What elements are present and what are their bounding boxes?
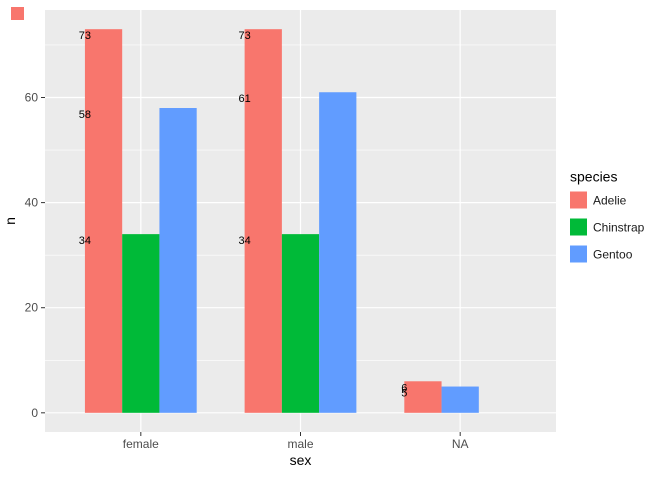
legend-label: Gentoo xyxy=(593,248,633,262)
bar-value-label: 73 xyxy=(79,30,91,42)
y-tick-label: 40 xyxy=(25,196,39,210)
x-tick-label: female xyxy=(123,437,159,451)
bar-female-Chinstrap xyxy=(122,234,160,413)
legend-title: species xyxy=(570,169,617,185)
bar-value-label: 73 xyxy=(238,30,250,42)
bar-NA-Gentoo xyxy=(441,386,479,413)
bar-female-Adelie xyxy=(84,29,123,413)
y-tick-label: 20 xyxy=(25,301,39,315)
bar-value-label: 58 xyxy=(79,109,91,121)
y-tick-label: 60 xyxy=(25,91,39,105)
legend-key-Gentoo xyxy=(570,245,587,263)
legend-label: Adelie xyxy=(593,194,627,208)
bar-value-label: 6 xyxy=(401,382,407,394)
bar-male-Gentoo xyxy=(319,92,357,413)
bar-male-Adelie xyxy=(244,29,282,413)
legend-label: Chinstrap xyxy=(593,221,645,235)
y-tick-label: 0 xyxy=(31,406,38,420)
bar-value-label: 34 xyxy=(238,235,250,247)
bar-NA-Adelie xyxy=(404,381,442,413)
y-axis-title: n xyxy=(2,217,18,225)
bar-value-label: 34 xyxy=(79,235,91,247)
corner-red-square xyxy=(11,7,24,20)
x-axis-title: sex xyxy=(290,452,312,468)
x-tick-label: NA xyxy=(452,437,469,451)
bar-value-label: 61 xyxy=(238,93,250,105)
x-tick-label: male xyxy=(287,437,313,451)
bar-value-label: 5 xyxy=(401,388,407,400)
bar-female-Gentoo xyxy=(159,108,197,413)
bar-male-Chinstrap xyxy=(281,234,320,413)
legend-key-Adelie xyxy=(570,191,587,209)
legend-key-Chinstrap xyxy=(570,218,587,236)
